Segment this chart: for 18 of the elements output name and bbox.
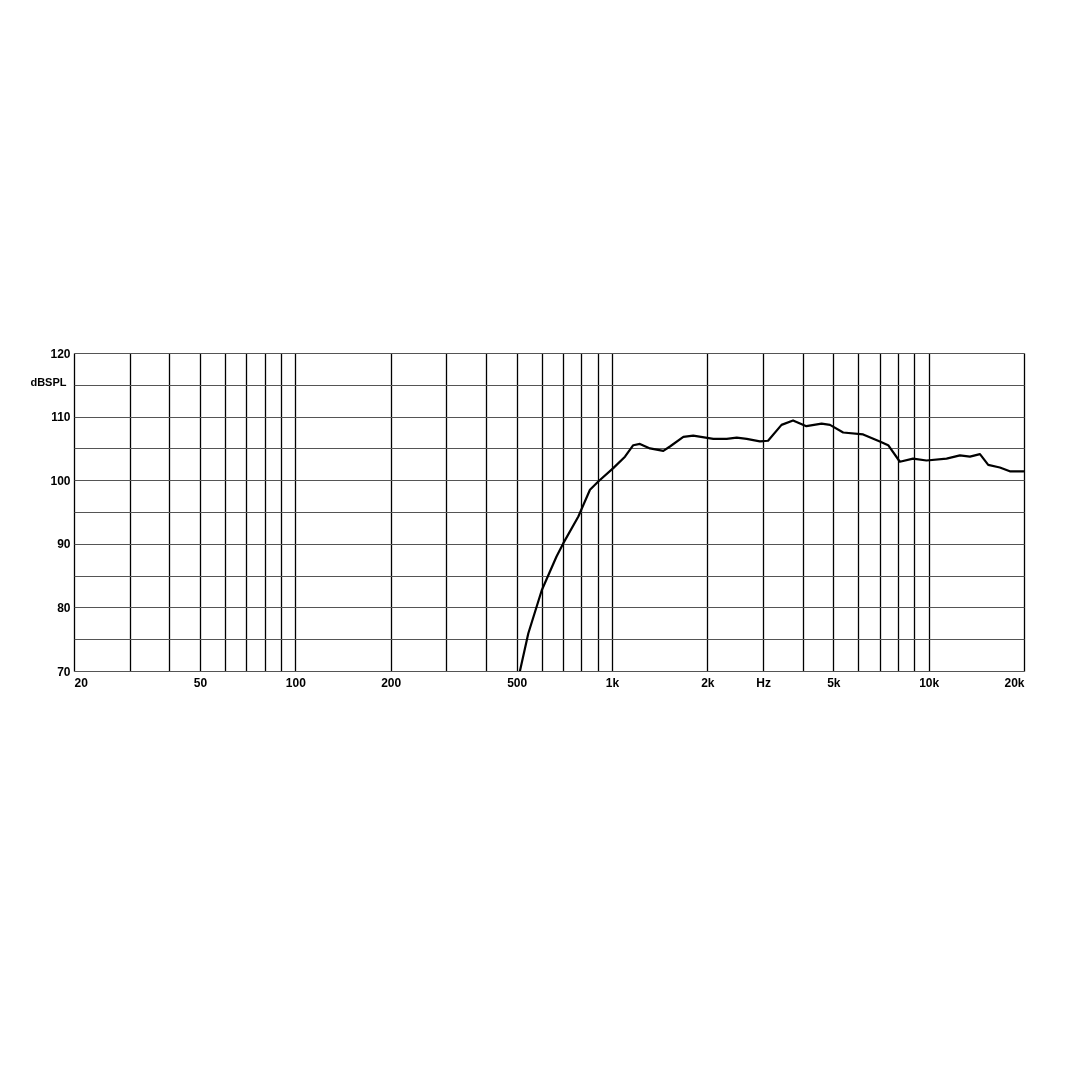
y-tick-label: 70: [57, 664, 71, 679]
y-tick-label: 120: [50, 346, 71, 361]
x-tick-label: 200: [381, 675, 402, 690]
x-tick-label: 10k: [919, 675, 940, 690]
x-tick-label: 20k: [1004, 675, 1025, 690]
x-tick-label: Hz: [756, 675, 771, 690]
y-axis-title: dBSPL: [30, 375, 67, 388]
y-tick-label: 80: [57, 600, 71, 615]
x-tick-label: 5k: [827, 675, 841, 690]
x-tick-label: 2k: [701, 675, 715, 690]
y-tick-label: 110: [51, 410, 71, 425]
x-tick-label: 100: [285, 675, 307, 690]
x-tick-label: 50: [193, 675, 208, 690]
y-tick-label: 100: [50, 473, 71, 488]
x-tick-label: 20: [74, 675, 89, 690]
x-tick-label: 1k: [605, 675, 620, 690]
x-tick-label: 500: [507, 675, 528, 690]
y-tick-label: 90: [57, 537, 71, 552]
